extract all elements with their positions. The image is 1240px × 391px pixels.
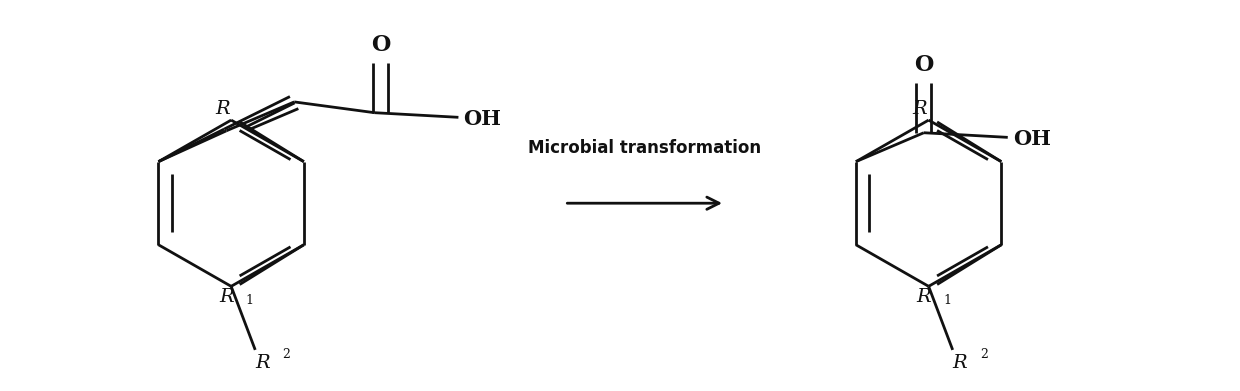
Text: Microbial transformation: Microbial transformation — [528, 139, 761, 157]
Text: 2: 2 — [283, 348, 290, 361]
Text: R: R — [255, 354, 270, 372]
Text: R: R — [916, 288, 931, 307]
Text: R: R — [913, 100, 928, 118]
Text: OH: OH — [1013, 129, 1050, 149]
Text: 1: 1 — [944, 294, 951, 307]
Text: R: R — [218, 288, 233, 307]
Text: R: R — [952, 354, 967, 372]
Text: R: R — [216, 100, 229, 118]
Text: O: O — [914, 54, 934, 76]
Text: O: O — [371, 34, 391, 56]
Text: 1: 1 — [246, 294, 254, 307]
Text: OH: OH — [464, 109, 501, 129]
Text: 2: 2 — [980, 348, 988, 361]
